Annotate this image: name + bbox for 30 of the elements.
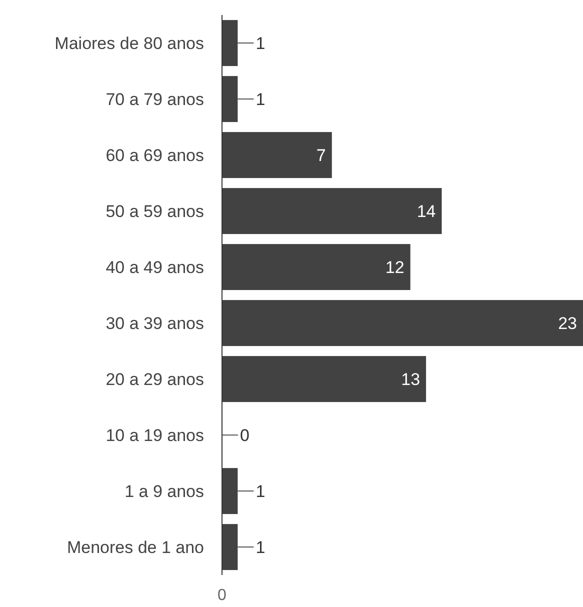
data-label: 1 bbox=[256, 538, 266, 557]
data-label: 1 bbox=[256, 90, 266, 109]
data-label: 7 bbox=[316, 146, 326, 165]
bar bbox=[222, 356, 426, 402]
data-label: 13 bbox=[401, 370, 420, 389]
y-tick-label: Menores de 1 ano bbox=[66, 538, 204, 558]
y-tick-label: Maiores de 80 anos bbox=[54, 34, 204, 54]
y-tick-label: 60 a 69 anos bbox=[106, 146, 204, 166]
data-label: 1 bbox=[256, 482, 266, 501]
data-label: 12 bbox=[385, 258, 404, 277]
data-label: 14 bbox=[416, 202, 436, 221]
y-tick-label: 70 a 79 anos bbox=[106, 90, 204, 110]
data-label: 1 bbox=[256, 34, 266, 53]
bar bbox=[222, 132, 332, 178]
bar bbox=[222, 20, 238, 66]
y-tick-label: 40 a 49 anos bbox=[106, 258, 204, 278]
bar bbox=[222, 244, 410, 290]
y-tick-label: 20 a 29 anos bbox=[106, 370, 204, 390]
bar bbox=[222, 300, 583, 346]
y-tick-label: 30 a 39 anos bbox=[106, 314, 204, 334]
data-label: 23 bbox=[558, 314, 577, 333]
annotation: 0 bbox=[218, 587, 227, 604]
bar bbox=[222, 76, 238, 122]
bar bbox=[222, 468, 238, 514]
bar bbox=[222, 188, 442, 234]
y-tick-label: 1 a 9 anos bbox=[124, 482, 204, 502]
data-label: 0 bbox=[240, 426, 250, 445]
bar bbox=[222, 524, 238, 570]
y-tick-label: 50 a 59 anos bbox=[106, 202, 204, 222]
y-tick-label: 10 a 19 anos bbox=[106, 426, 204, 446]
